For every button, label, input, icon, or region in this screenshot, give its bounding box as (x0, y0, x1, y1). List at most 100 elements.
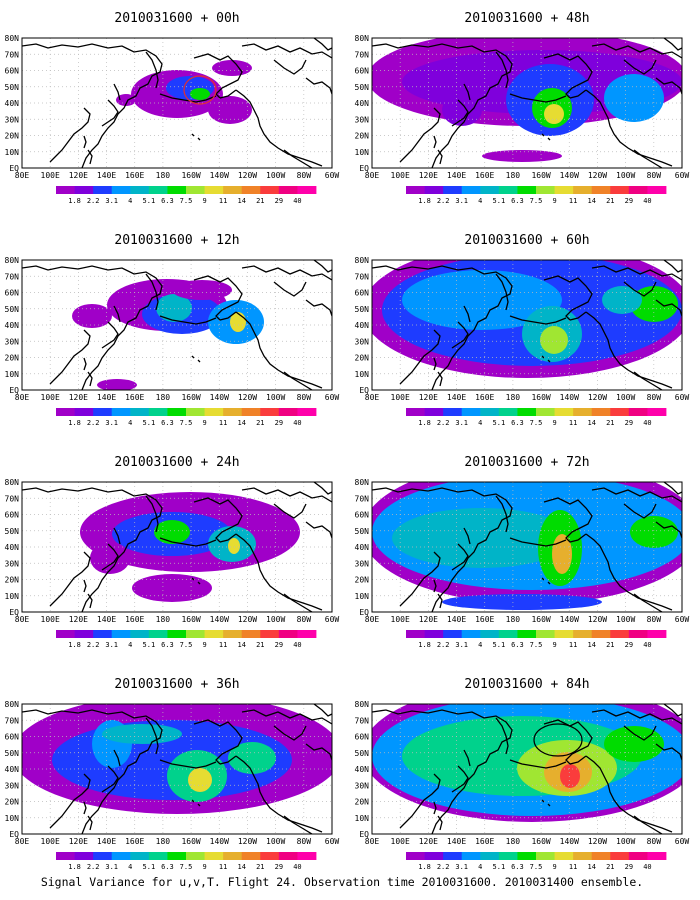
colorbar-label: 5.1 (143, 863, 156, 871)
variance-contour (97, 379, 137, 390)
panels-layer: 2010031600 + 00h 80N 70N 60N 50N 40N 30N 20N 10N… (5, 11, 690, 871)
colorbar-label: 7.5 (530, 419, 543, 427)
colorbar-label: 40 (643, 197, 651, 205)
colorbar-swatch (223, 630, 243, 638)
colorbar-swatch (610, 186, 630, 194)
colorbar-swatch (480, 408, 500, 416)
lon-tick-label: 180 (506, 615, 521, 624)
colorbar-swatch (241, 852, 261, 860)
colorbar-label: 29 (275, 419, 283, 427)
colorbar-label: 1.8 (418, 863, 431, 871)
colorbar: 1.8 2.2 3.1 4 5.1 6.3 7.5 9 11 14 21 29 40 (406, 408, 667, 427)
colorbar-swatch (591, 408, 611, 416)
colorbar-swatch (297, 852, 317, 860)
lon-tick-label: 120E (69, 171, 88, 180)
colorbar-label: 3.1 (455, 197, 468, 205)
lon-tick-label: 80E (15, 393, 30, 402)
colorbar-swatch (536, 408, 555, 416)
map-panel: 2010031600 + 24h 80N 70N 60N 50N 40N 30N 20N 10N… (5, 455, 340, 649)
colorbar-label: 14 (587, 197, 595, 205)
colorbar-swatch (498, 630, 518, 638)
observation-circle (533, 723, 583, 757)
lon-tick-label: 120E (419, 837, 438, 846)
lon-tick-label: 180 (506, 393, 521, 402)
lon-tick-label: 160W (531, 837, 550, 846)
colorbar-swatch (93, 186, 113, 194)
lat-tick-label: 10N (355, 814, 370, 823)
colorbar-swatch (130, 186, 150, 194)
panel-title: 2010031600 + 72h (464, 455, 589, 470)
lat-tick-label: 40N (355, 321, 370, 330)
variance-field (372, 260, 682, 378)
map-frame (371, 37, 683, 169)
colorbar-swatch (186, 630, 205, 638)
lat-tick-label: 50N (355, 83, 370, 92)
colorbar-swatch (443, 852, 463, 860)
colorbar-swatch (278, 408, 298, 416)
variance-contour (482, 150, 562, 162)
panel-title: 2010031600 + 24h (114, 455, 239, 470)
colorbar-swatch (498, 186, 518, 194)
lon-tick-label: 120W (588, 615, 607, 624)
colorbar-swatch (148, 852, 168, 860)
lon-tick-label: 80E (365, 837, 380, 846)
colorbar-label: 11 (569, 641, 577, 649)
colorbar-label: 5.1 (493, 641, 506, 649)
colorbar-swatch (554, 630, 574, 638)
colorbar-label: 9 (202, 863, 206, 871)
colorbar-swatch (297, 408, 317, 416)
colorbar-swatch (111, 408, 131, 416)
lon-tick-label: 100E (41, 615, 60, 624)
colorbar-swatch (130, 408, 150, 416)
colorbar-swatch (56, 186, 75, 194)
lon-tick-label: 180 (506, 837, 521, 846)
lat-tick-label: 10N (5, 148, 20, 157)
lat-tick-label: 10N (355, 148, 370, 157)
colorbar-label: 29 (275, 197, 283, 205)
colorbar-label: 2.2 (437, 197, 450, 205)
lat-tick-label: 20N (355, 132, 370, 141)
lon-tick-label: 120W (588, 393, 607, 402)
colorbar-swatch (167, 630, 187, 638)
colorbar-swatch (628, 852, 648, 860)
colorbar-swatch (93, 852, 113, 860)
colorbar-swatch (186, 408, 205, 416)
colorbar-label: 14 (237, 419, 245, 427)
variance-contour (630, 516, 678, 548)
colorbar-label: 14 (587, 641, 595, 649)
lat-tick-label: 10N (355, 592, 370, 601)
colorbar-label: 9 (552, 641, 556, 649)
lat-tick-label: 30N (5, 559, 20, 568)
colorbar-label: 21 (256, 197, 264, 205)
lat-tick-label: 40N (355, 543, 370, 552)
lon-tick-label: 160W (181, 615, 200, 624)
lon-tick-label: 120W (588, 837, 607, 846)
colorbar-swatch (554, 186, 574, 194)
lat-tick-label: 10N (5, 814, 20, 823)
colorbar-swatch (536, 630, 555, 638)
lon-tick-label: 60W (325, 615, 340, 624)
lat-lon-grid (22, 260, 332, 390)
lat-tick-label: 60N (5, 511, 20, 520)
colorbar-swatch (424, 630, 444, 638)
colorbar-label: 5.1 (493, 863, 506, 871)
lon-tick-label: 120E (69, 393, 88, 402)
colorbar-swatch (56, 630, 75, 638)
colorbar-swatch (647, 630, 667, 638)
lon-tick-label: 60W (675, 393, 690, 402)
colorbar-swatch (278, 852, 298, 860)
lon-tick-label: 140E (447, 837, 466, 846)
lon-tick-label: 120W (238, 615, 257, 624)
lon-tick-label: 100E (391, 393, 410, 402)
colorbar-swatch (260, 408, 280, 416)
colorbar-label: 5.1 (493, 197, 506, 205)
lat-tick-label: 60N (355, 289, 370, 298)
colorbar-swatch (517, 408, 537, 416)
lat-tick-label: 30N (5, 115, 20, 124)
variance-field (372, 482, 682, 610)
colorbar-label: 1.8 (418, 197, 431, 205)
variance-field (72, 279, 264, 390)
colorbar-label: 9 (202, 419, 206, 427)
variance-contour (442, 594, 602, 610)
